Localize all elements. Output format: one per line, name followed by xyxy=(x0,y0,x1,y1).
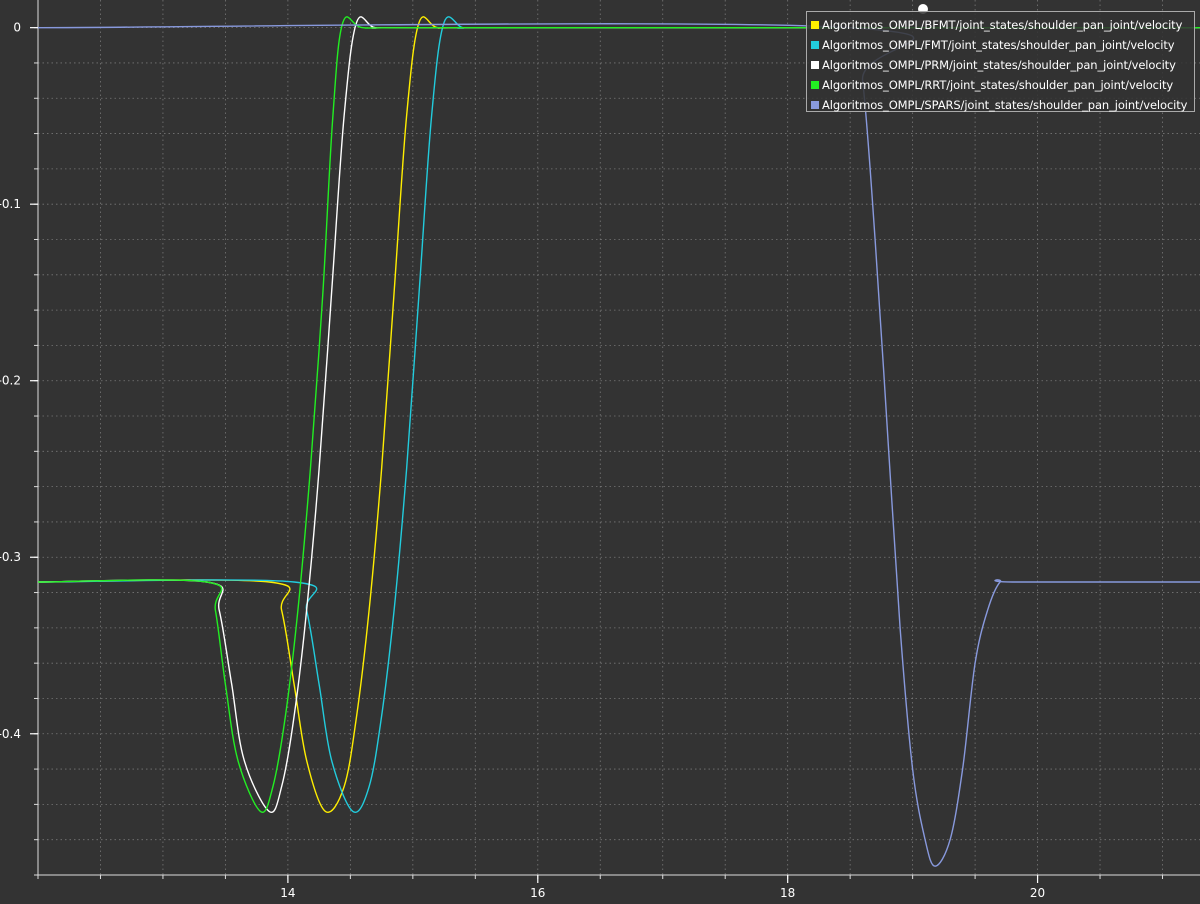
y-tick-label: -0.4 xyxy=(0,727,21,741)
legend-item-prm[interactable]: Algoritmos_OMPL/PRM/joint_states/shoulde… xyxy=(811,55,1190,75)
y-tick-label: -0.2 xyxy=(0,374,21,388)
legend-label-fmt: Algoritmos_OMPL/FMT/joint_states/shoulde… xyxy=(822,38,1175,52)
legend-swatch-fmt xyxy=(811,41,819,49)
series-line-1 xyxy=(37,16,1200,813)
y-tick-label: -0.1 xyxy=(0,197,21,211)
legend-label-spars: Algoritmos_OMPL/SPARS/joint_states/shoul… xyxy=(822,98,1188,112)
series-line-0 xyxy=(37,16,1200,813)
grid xyxy=(37,0,1200,876)
x-tick-label: 14 xyxy=(280,886,295,900)
legend-swatch-prm xyxy=(811,61,819,69)
x-tick-label: 18 xyxy=(780,886,795,900)
legend-swatch-bfmt xyxy=(811,21,819,29)
legend-item-fmt[interactable]: Algoritmos_OMPL/FMT/joint_states/shoulde… xyxy=(811,35,1190,55)
legend-label-bfmt: Algoritmos_OMPL/BFMT/joint_states/should… xyxy=(822,18,1183,32)
x-tick-label: 16 xyxy=(530,886,545,900)
series xyxy=(37,16,1200,867)
x-tick-label: 20 xyxy=(1030,886,1045,900)
y-tick-label: -0.3 xyxy=(0,550,21,564)
series-line-3 xyxy=(37,16,1200,813)
legend-swatch-spars xyxy=(811,101,819,109)
tracker-handle[interactable] xyxy=(918,4,928,14)
series-line-4 xyxy=(37,23,1200,867)
legend-item-rrt[interactable]: Algoritmos_OMPL/RRT/joint_states/shoulde… xyxy=(811,75,1190,95)
legend[interactable]: Algoritmos_OMPL/BFMT/joint_states/should… xyxy=(806,11,1195,112)
legend-item-spars[interactable]: Algoritmos_OMPL/SPARS/joint_states/shoul… xyxy=(811,95,1190,115)
series-line-2 xyxy=(37,16,1200,813)
legend-label-rrt: Algoritmos_OMPL/RRT/joint_states/shoulde… xyxy=(822,78,1174,92)
legend-item-bfmt[interactable]: Algoritmos_OMPL/BFMT/joint_states/should… xyxy=(811,15,1190,35)
legend-label-prm: Algoritmos_OMPL/PRM/joint_states/shoulde… xyxy=(822,58,1176,72)
legend-swatch-rrt xyxy=(811,81,819,89)
y-tick-label: 0 xyxy=(13,21,21,35)
